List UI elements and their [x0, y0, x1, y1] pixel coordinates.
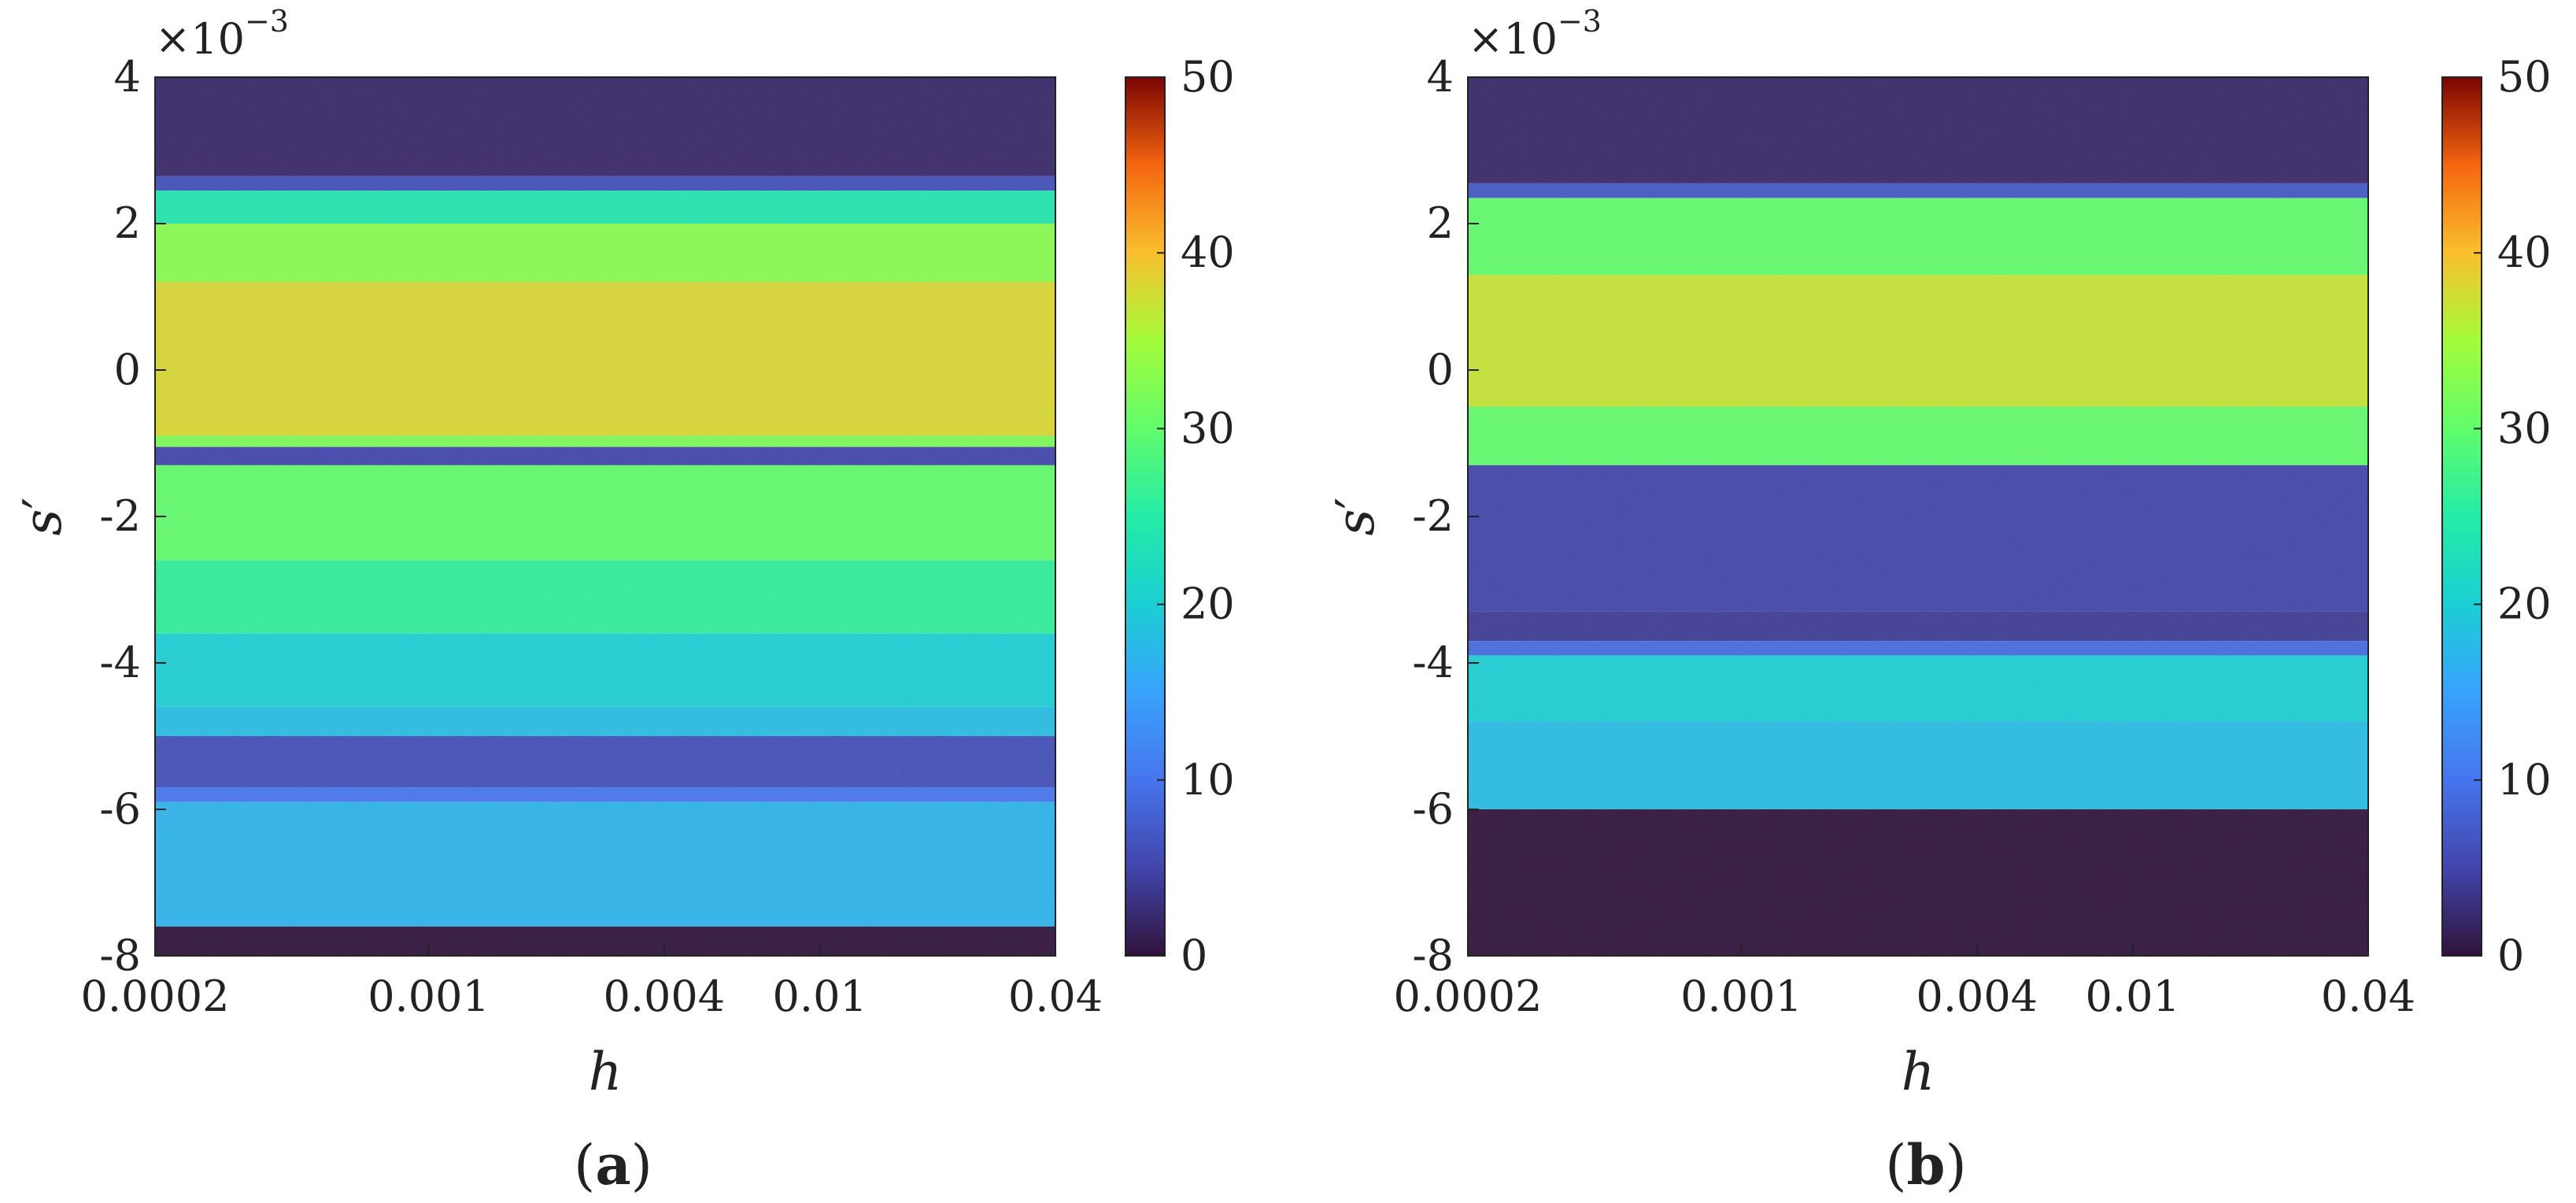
y-tick-label: -4: [1412, 638, 1454, 687]
panel-a: 420-2-4-6-8 0.0002 0.001 0.004 0.01 0.04 ×10…: [13, 4, 1235, 1197]
colorbar-tick-label: 20: [1181, 579, 1235, 629]
y-multiplier-exp-b: −3: [1558, 4, 1602, 39]
y-tick-label: 4: [114, 52, 141, 102]
colorbar-tick-label: 40: [1181, 228, 1235, 277]
y-axis-label-base-b: s: [1325, 509, 1386, 536]
heatmap-a: [155, 77, 1055, 956]
y-multiplier-base-b: ×10: [1468, 14, 1558, 64]
x-axis-label-b: h: [1902, 1042, 1935, 1102]
y-multiplier-base-a: ×10: [155, 14, 245, 64]
panel-label-letter-a: a: [595, 1132, 630, 1197]
y-ticks-a: 4 2 0 -2 -4 -6 -8: [99, 52, 166, 980]
x-tick-label: 0.001: [1680, 972, 1802, 1021]
colorbar-tick-label: 10: [2497, 755, 2552, 805]
y-tick-label: 0: [114, 345, 141, 394]
heatmap-texture: [1468, 77, 2368, 956]
panel-label-a: (a): [574, 1132, 652, 1197]
x-ticks-a: 0.0002 0.001 0.004 0.01 0.04: [81, 945, 1103, 1021]
heatmap-b: [1468, 77, 2368, 956]
panel-label-open-a: (: [574, 1133, 595, 1197]
panel-label-open-b: (: [1885, 1133, 1906, 1197]
x-ticks-b: 0.0002 0.001 0.004 0.01 0.04: [1394, 945, 2415, 1021]
y-tick-label: 0: [1427, 345, 1454, 394]
colorbar-tick-label: 20: [2497, 579, 2552, 629]
colorbar-a: 0 10 20 30 40 50: [1125, 52, 1235, 980]
x-axis-label-a: h: [589, 1042, 623, 1102]
y-axis-label-prime-b: ′: [1325, 498, 1386, 509]
colorbar-tick-label: 30: [2497, 403, 2552, 453]
x-tick-label: 0.004: [604, 972, 726, 1021]
colorbar-tick-label: 50: [2497, 52, 2552, 102]
y-axis-label-base-a: s: [13, 509, 73, 536]
y-multiplier-exp-a: −3: [245, 4, 289, 39]
y-tick-label: 2: [1427, 198, 1454, 248]
y-multiplier-a: ×10−3: [155, 4, 289, 64]
panel-label-b: (b): [1885, 1132, 1967, 1197]
colorbar-tick-label: 30: [1181, 403, 1235, 453]
colorbar-gradient-b: [2441, 76, 2482, 957]
heatmap-texture: [155, 77, 1055, 956]
colorbar-ticks-a: 0 10 20 30 40 50: [1157, 52, 1235, 980]
y-tick-label: -4: [99, 638, 141, 687]
x-tick-label: 0.004: [1916, 972, 2038, 1021]
y-tick-label: 2: [114, 198, 141, 248]
y-ticks-b: 4 2 0 -2 -4 -6 -8: [1412, 52, 1479, 980]
y-tick-label: -8: [99, 931, 141, 980]
colorbar-b: 0 10 20 30 40 50: [2441, 52, 2552, 980]
panel-label-close-a: ): [631, 1133, 652, 1197]
x-tick-label: 0.04: [1008, 972, 1103, 1021]
colorbar-ticks-b: 0 10 20 30 40 50: [2474, 52, 2552, 980]
colorbar-tick-label: 50: [1181, 52, 1235, 102]
y-tick-label: 4: [1427, 52, 1454, 102]
colorbar-tick-label: 0: [2497, 931, 2524, 980]
y-axis-label-b: s′: [1325, 498, 1386, 536]
colorbar-tick-label: 0: [1181, 931, 1207, 980]
panel-b: 420-2-4-6-8 0.0002 0.001 0.004 0.01 0.04 ×10…: [1325, 4, 2552, 1197]
x-tick-label: 0.0002: [81, 972, 230, 1021]
colorbar-tick-label: 10: [1181, 755, 1235, 805]
y-axis-label-a: s′: [13, 498, 73, 536]
y-tick-label: -6: [99, 784, 141, 834]
y-axis-label-prime-a: ′: [13, 498, 73, 509]
panel-label-close-b: ): [1945, 1133, 1966, 1197]
colorbar-tick-label: 40: [2497, 228, 2552, 277]
x-tick-label: 0.0002: [1394, 972, 1543, 1021]
colorbar-gradient-a: [1125, 76, 1166, 957]
x-tick-label: 0.04: [2321, 972, 2415, 1021]
y-tick-label: -6: [1412, 784, 1454, 834]
x-tick-label: 0.01: [2086, 972, 2180, 1021]
x-tick-label: 0.001: [368, 972, 490, 1021]
x-tick-label: 0.01: [773, 972, 867, 1021]
y-tick-label: -2: [99, 491, 141, 541]
y-multiplier-b: ×10−3: [1468, 4, 1602, 64]
panel-label-letter-b: b: [1907, 1132, 1946, 1197]
y-tick-label: -8: [1412, 931, 1454, 980]
y-tick-label: -2: [1412, 491, 1454, 541]
